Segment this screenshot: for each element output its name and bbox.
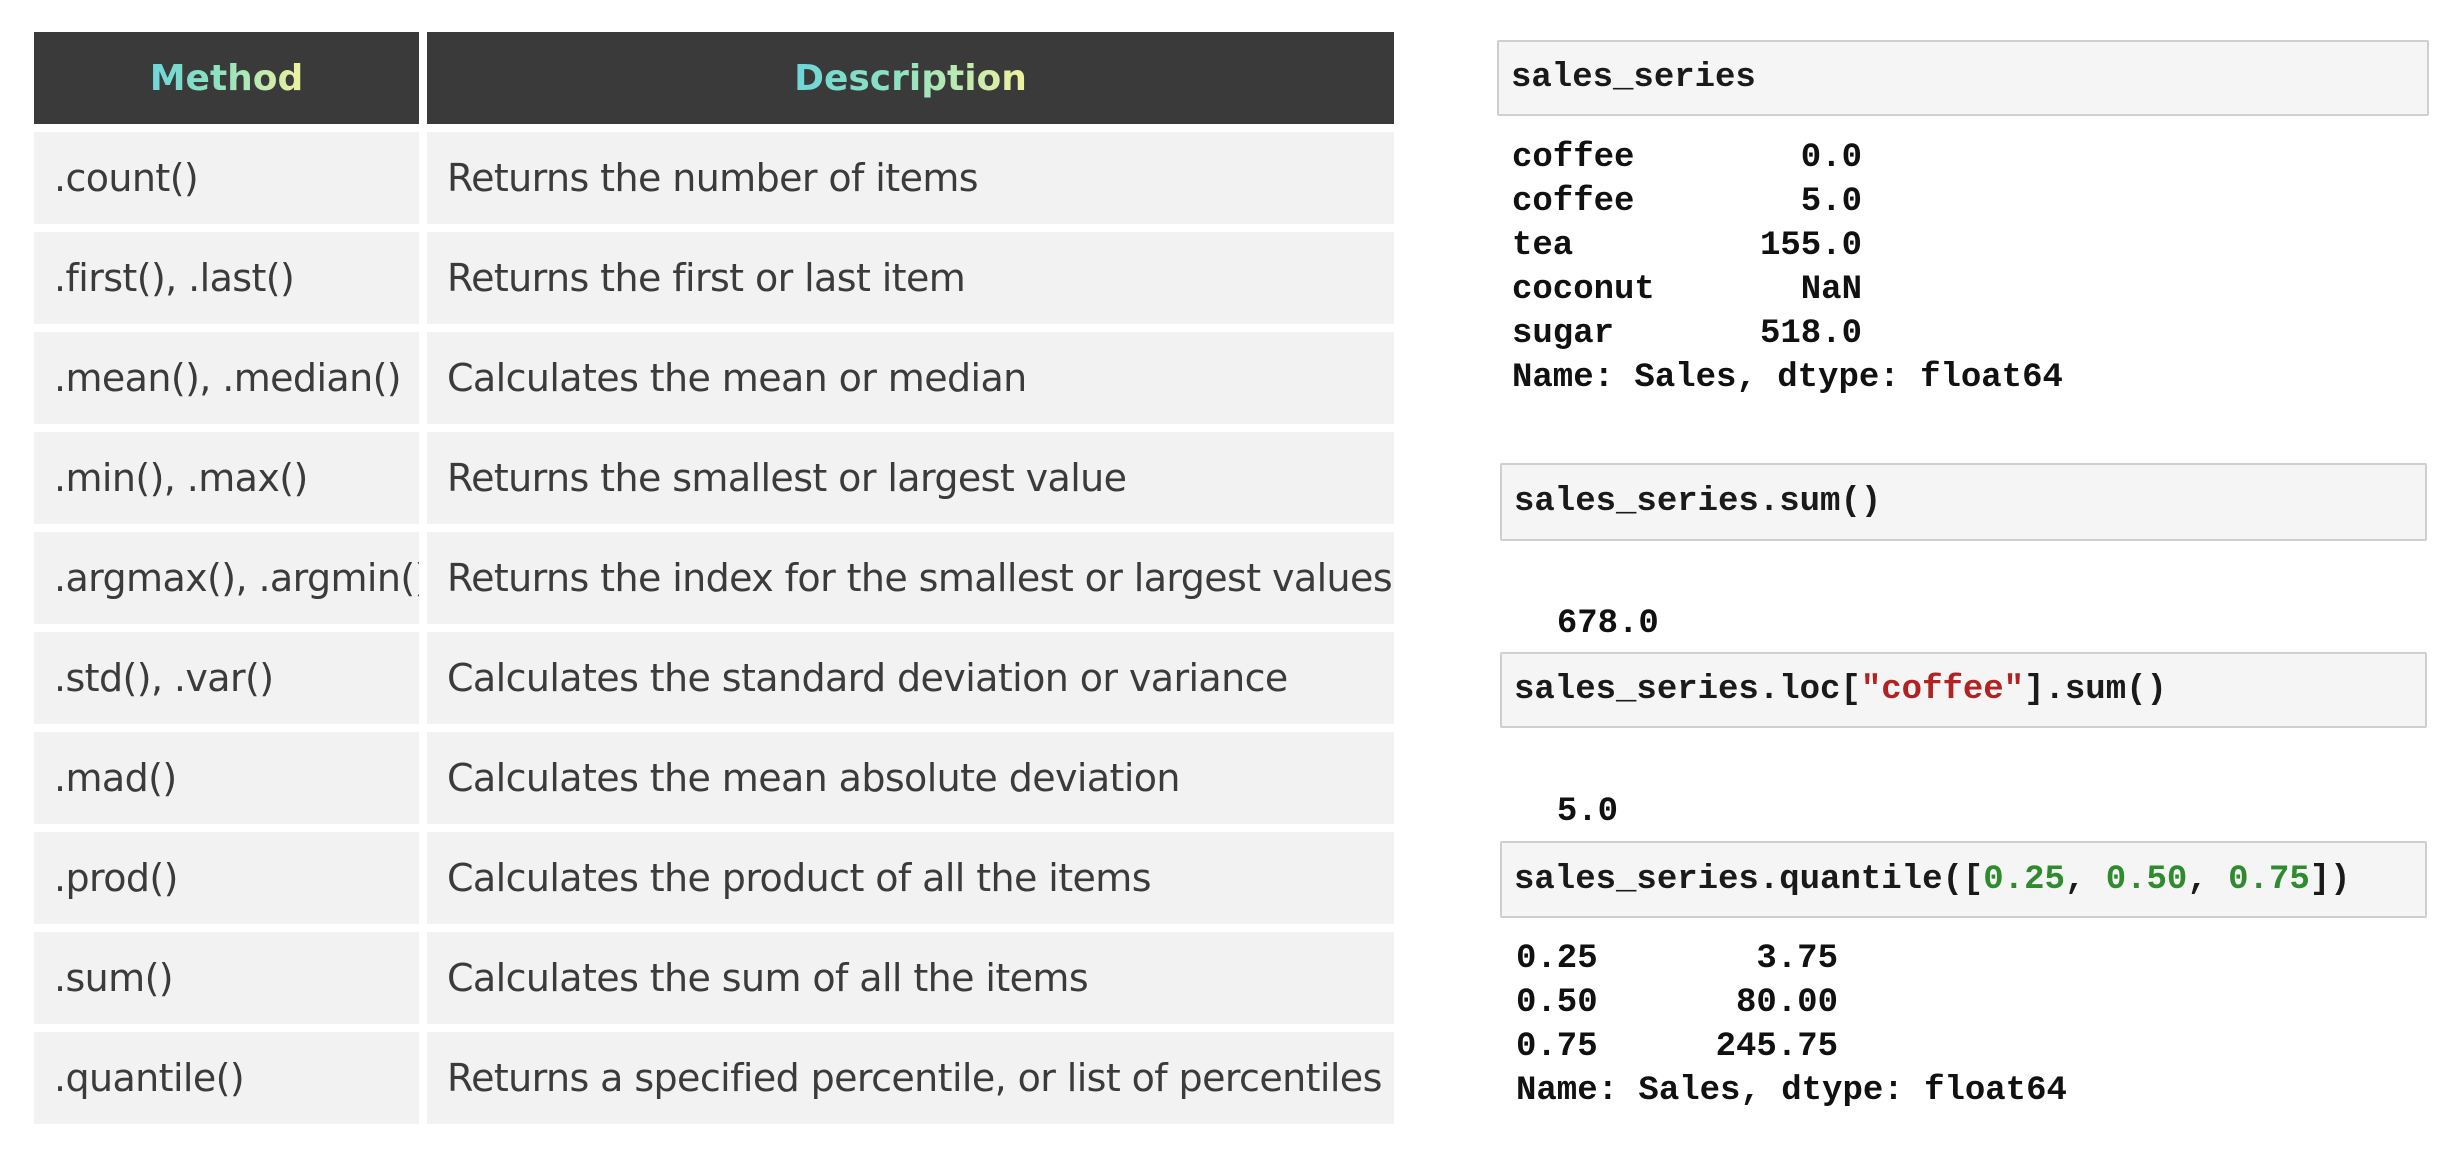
- table-row: .count() Returns the number of items: [34, 132, 1394, 224]
- output-value: 518.0: [1759, 315, 1862, 353]
- method-cell: .mad(): [34, 732, 419, 824]
- description-cell: Calculates the mean absolute deviation: [427, 732, 1394, 824]
- output-value: 80.00: [1735, 984, 1838, 1022]
- output-line: coffee 0.0: [1512, 136, 2063, 180]
- description-cell: Calculates the product of all the items: [427, 832, 1394, 924]
- table-row: .sum() Calculates the sum of all the item…: [34, 932, 1394, 1024]
- method-cell: .mean(), .median(): [34, 332, 419, 424]
- table-row: .min(), .max() Returns the smallest or la…: [34, 432, 1394, 524]
- description-cell: Returns the smallest or largest value: [427, 432, 1394, 524]
- output-value: 0.0: [1800, 139, 1862, 177]
- number-literal: 0.75: [2228, 860, 2310, 899]
- string-literal: "coffee": [1860, 671, 2025, 709]
- output-value: 3.75: [1756, 940, 1838, 978]
- description-cell: Returns the number of items: [427, 132, 1394, 224]
- code-cell-4-input[interactable]: sales_series.quantile([0.25, 0.50, 0.75]…: [1500, 841, 2427, 918]
- output-line: coffee 5.0: [1512, 180, 2063, 224]
- output-line: tea 155.0: [1512, 224, 2063, 268]
- description-cell: Returns the first or last item: [427, 232, 1394, 324]
- method-cell: .std(), .var(): [34, 632, 419, 724]
- output-index: coconut: [1512, 271, 1655, 309]
- output-value: 5.0: [1800, 183, 1862, 221]
- table-row: .quantile() Returns a specified percentil…: [34, 1032, 1394, 1124]
- table-header-row: Method Description: [34, 32, 1394, 124]
- table-row: .mad() Calculates the mean absolute devia…: [34, 732, 1394, 824]
- number-literal: 0.25: [1983, 860, 2065, 899]
- description-cell: Returns the index for the smallest or la…: [427, 532, 1394, 624]
- code-cell-3-input[interactable]: sales_series.loc["coffee"].sum(): [1500, 652, 2427, 728]
- output-index: coffee: [1512, 183, 1635, 221]
- code-sep: ,: [2064, 860, 2106, 899]
- code-cell-3-output: 5.0: [1516, 746, 1618, 834]
- methods-table: Method Description .count() Returns the n…: [34, 32, 1394, 1132]
- code-suffix: ]): [2309, 860, 2351, 899]
- description-cell: Returns a specified percentile, or list …: [427, 1032, 1394, 1124]
- output-value: NaN: [1800, 271, 1862, 309]
- output-line: sugar 518.0: [1512, 312, 2063, 356]
- output-index: 0.25: [1516, 940, 1598, 978]
- output-footer: Name: Sales, dtype: float64: [1516, 1072, 2067, 1110]
- table-row: .argmax(), .argmin() Returns the index fo…: [34, 532, 1394, 624]
- output-value: 245.75: [1715, 1028, 1838, 1066]
- method-cell: .argmax(), .argmin(): [34, 532, 419, 624]
- output-footer: Name: Sales, dtype: float64: [1512, 359, 2063, 397]
- description-cell: Calculates the standard deviation or var…: [427, 632, 1394, 724]
- method-cell: .count(): [34, 132, 419, 224]
- method-cell: .sum(): [34, 932, 419, 1024]
- table-row: .mean(), .median() Calculates the mean or…: [34, 332, 1394, 424]
- output-line: 0.75 245.75: [1516, 1025, 2067, 1069]
- code-cell-2-input[interactable]: sales_series.sum(): [1500, 463, 2427, 541]
- header-description: Description: [427, 32, 1394, 124]
- code-cell-1-input[interactable]: sales_series: [1497, 40, 2429, 116]
- output-line: coconut NaN: [1512, 268, 2063, 312]
- code-text: sales_series: [1511, 59, 1756, 97]
- description-cell: Calculates the mean or median: [427, 332, 1394, 424]
- method-cell: .prod(): [34, 832, 419, 924]
- table-body: .count() Returns the number of items .firs…: [34, 132, 1394, 1124]
- code-sep: ,: [2187, 860, 2229, 899]
- code-prefix: sales_series.loc[: [1514, 671, 1861, 709]
- output-index: sugar: [1512, 315, 1615, 353]
- output-index: coffee: [1512, 139, 1635, 177]
- output-index: 0.75: [1516, 1028, 1598, 1066]
- code-cell-4-output: 0.25 3.75 0.50 80.00 0.75 245.75 Name: Sales, …: [1516, 937, 2067, 1113]
- output-value: 678.0: [1556, 605, 1659, 643]
- table-row: .first(), .last() Returns the first or la…: [34, 232, 1394, 324]
- output-index: 0.50: [1516, 984, 1598, 1022]
- code-cell-1-output: coffee 0.0 coffee 5.0 tea 155.0 coconut NaN suga…: [1512, 136, 2063, 400]
- code-prefix: sales_series.quantile([: [1514, 860, 1984, 899]
- code-suffix: ].sum(): [2024, 671, 2167, 709]
- code-text: sales_series.sum(): [1514, 483, 1882, 521]
- output-value: 5.0: [1556, 793, 1619, 831]
- output-line: 0.25 3.75: [1516, 937, 2067, 981]
- table-row: .prod() Calculates the product of all the…: [34, 832, 1394, 924]
- method-cell: .quantile(): [34, 1032, 419, 1124]
- output-index: tea: [1512, 227, 1574, 265]
- header-method: Method: [34, 32, 419, 124]
- description-cell: Calculates the sum of all the items: [427, 932, 1394, 1024]
- output-value: 155.0: [1759, 227, 1862, 265]
- code-cell-2-output: 678.0: [1516, 558, 1659, 646]
- method-cell: .min(), .max(): [34, 432, 419, 524]
- table-row: .std(), .var() Calculates the standard de…: [34, 632, 1394, 724]
- method-cell: .first(), .last(): [34, 232, 419, 324]
- output-line: 0.50 80.00: [1516, 981, 2067, 1025]
- number-literal: 0.50: [2105, 860, 2188, 899]
